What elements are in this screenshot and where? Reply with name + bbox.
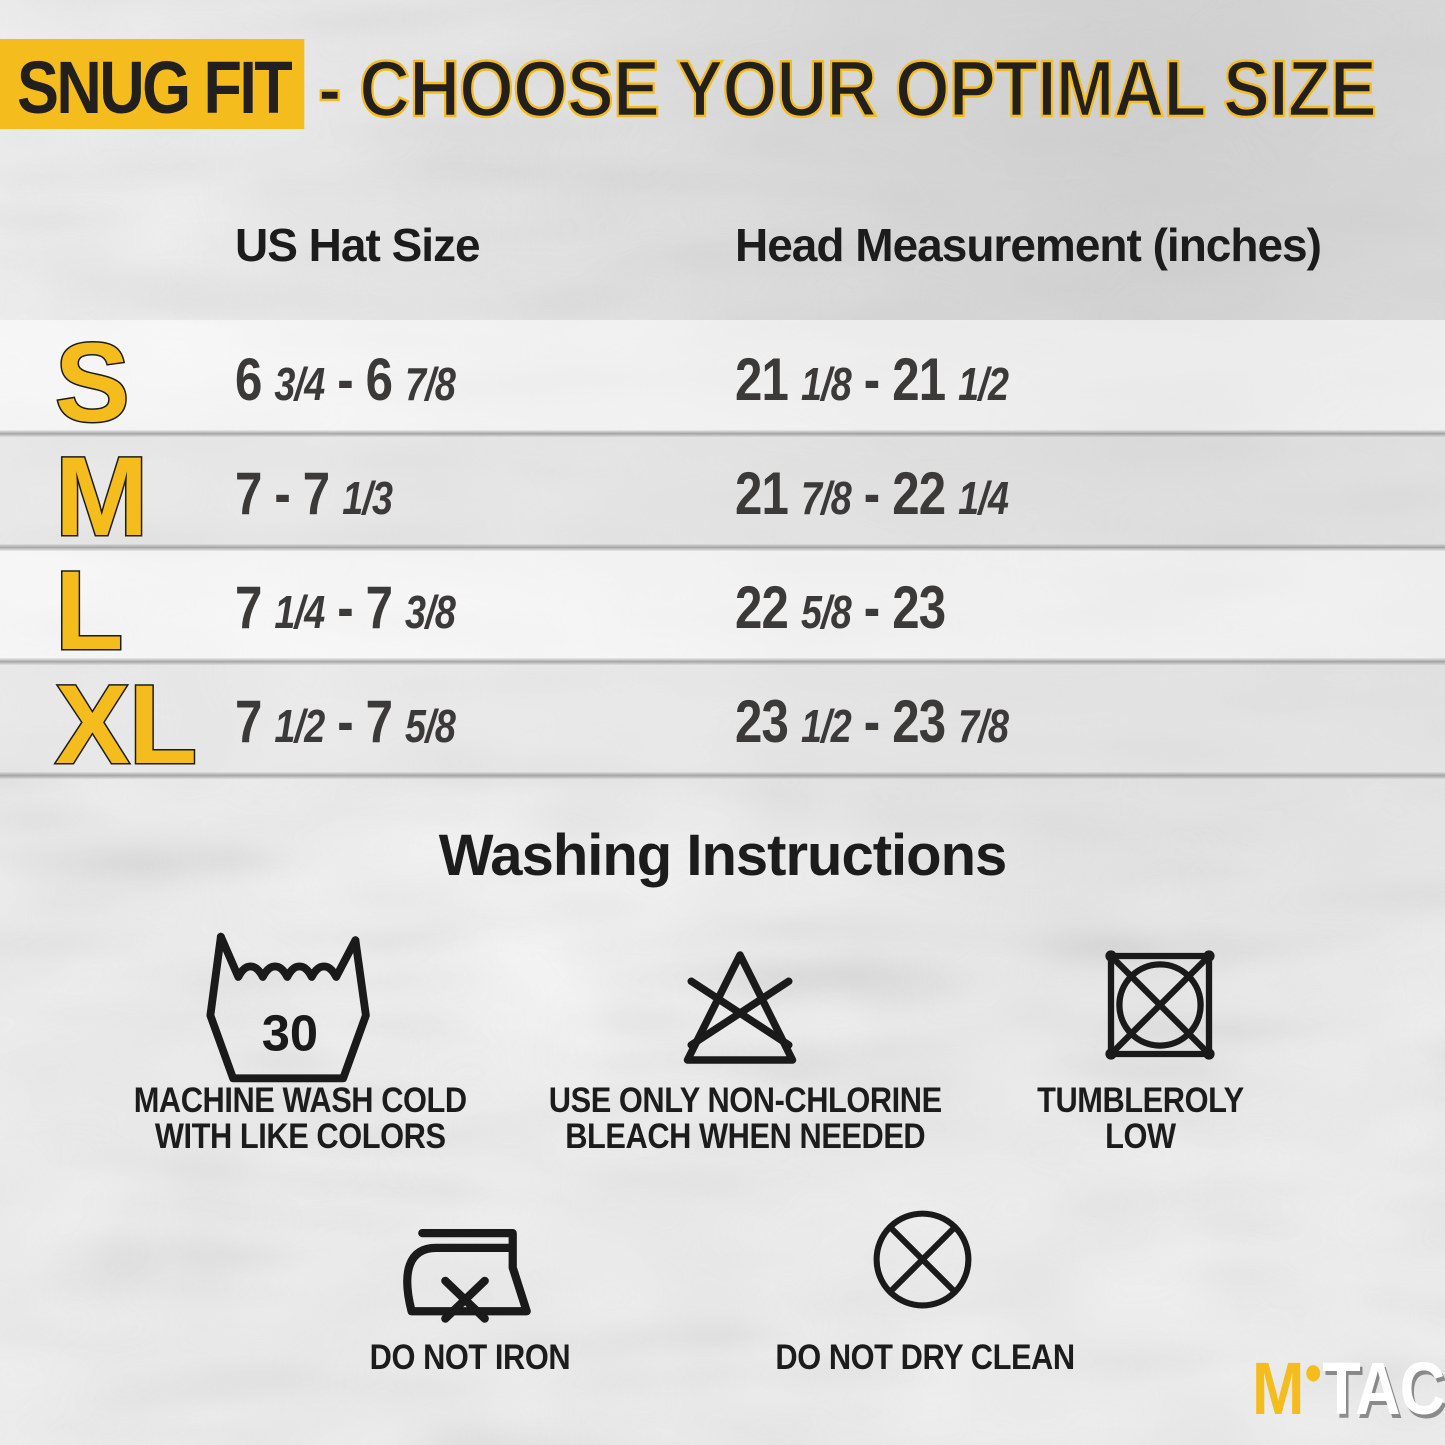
svg-text:30: 30: [262, 1004, 318, 1061]
